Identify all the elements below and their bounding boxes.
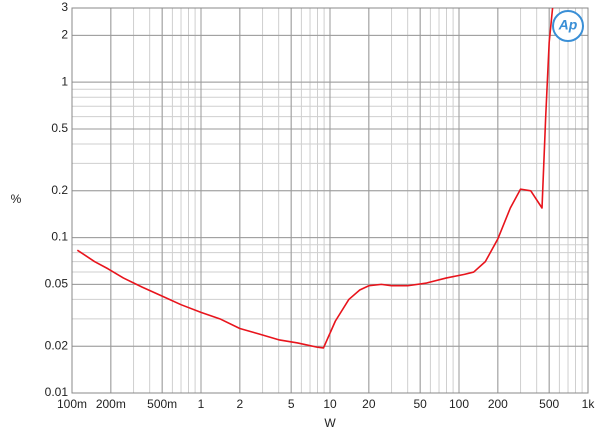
x-tick-label: 500	[539, 397, 559, 411]
logo: Ap	[558, 17, 578, 33]
y-tick-label: 0.2	[51, 183, 68, 197]
x-tick-label: 1k	[582, 397, 596, 411]
logo-ring	[552, 10, 584, 42]
y-tick-label: 0.05	[45, 277, 69, 291]
plot-area	[76, 8, 554, 349]
y-tick-label: 0.02	[45, 338, 69, 352]
y-tick-label: 1	[61, 74, 68, 88]
y-axis-label: %	[11, 192, 22, 206]
y-tick-label: 0.1	[51, 230, 68, 244]
x-tick-label: 200m	[96, 397, 126, 411]
x-tick-label: 500m	[147, 397, 177, 411]
x-tick-label: 50	[413, 397, 427, 411]
series-line	[76, 8, 554, 349]
x-axis-label: W	[324, 416, 336, 430]
y-tick-label: 0.5	[51, 121, 68, 135]
y-tick-label: 0.01	[45, 385, 69, 399]
x-tick-label: 2	[236, 397, 243, 411]
x-tick-label: 1	[198, 397, 205, 411]
x-tick-label: 20	[362, 397, 376, 411]
x-tick-label: 5	[288, 397, 295, 411]
x-tick-label: 100	[449, 397, 469, 411]
grid	[71, 7, 589, 394]
x-tick-label: 10	[323, 397, 337, 411]
y-tick-label: 2	[61, 28, 68, 42]
x-tick-label: 100m	[57, 397, 87, 411]
x-tick-label: 200	[488, 397, 508, 411]
y-tick-label: 3	[61, 0, 68, 14]
plot-frame	[71, 7, 589, 394]
